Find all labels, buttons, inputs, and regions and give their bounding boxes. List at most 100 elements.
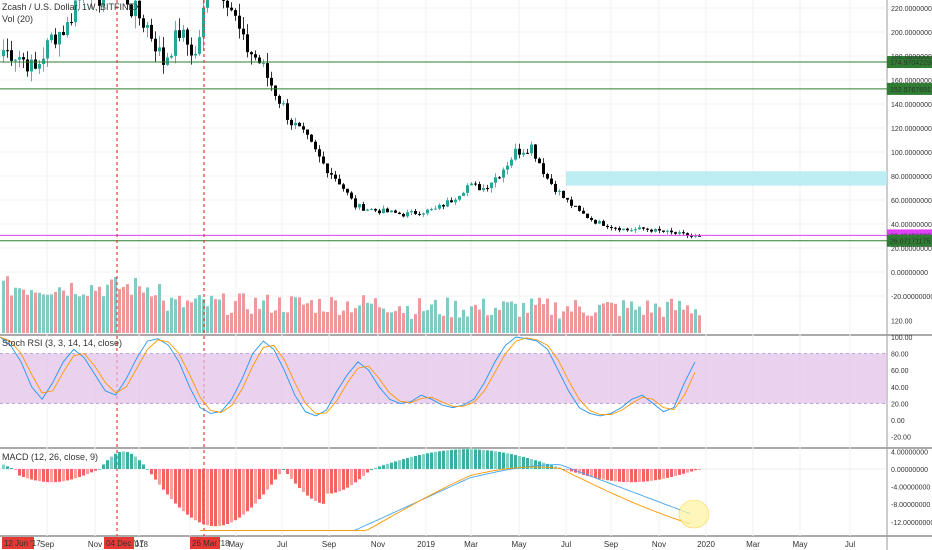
macd-hist-154 bbox=[618, 469, 621, 482]
macd-hist-47 bbox=[190, 469, 193, 518]
volume-bar-59 bbox=[238, 293, 241, 333]
stoch-k-line bbox=[0, 336, 696, 417]
volume-bar-135 bbox=[542, 304, 545, 333]
candle-body-103 bbox=[414, 211, 417, 214]
candle-body-7 bbox=[30, 59, 33, 72]
candle-body-115 bbox=[462, 192, 465, 196]
macd-hist-161 bbox=[646, 469, 649, 482]
macd-hist-109 bbox=[438, 451, 441, 469]
candle-body-42 bbox=[170, 55, 173, 58]
macd-hist-73 bbox=[294, 469, 297, 484]
macd-hist-169 bbox=[678, 469, 681, 475]
volume-bar-110 bbox=[442, 315, 445, 333]
candle-body-173 bbox=[694, 235, 697, 237]
volume-bar-92 bbox=[370, 303, 373, 333]
macd-hist-99 bbox=[398, 460, 401, 469]
macd-hist-48 bbox=[194, 469, 197, 521]
macd-hist-6 bbox=[26, 469, 29, 479]
candle-body-45 bbox=[182, 29, 185, 38]
macd-hist-93 bbox=[374, 467, 377, 469]
candle-body-76 bbox=[306, 129, 309, 135]
volume-bar-153 bbox=[614, 303, 617, 333]
candle-body-18 bbox=[74, 0, 77, 23]
volume-bar-6 bbox=[26, 294, 29, 333]
stoch-d-line bbox=[0, 336, 696, 416]
macd-tick-2: -4.00000000 bbox=[891, 485, 930, 492]
macd-hist-102 bbox=[410, 456, 413, 469]
volume-bar-34 bbox=[138, 286, 141, 333]
volume-bar-133 bbox=[534, 304, 537, 333]
macd-hist-60 bbox=[242, 469, 245, 515]
instrument-title: Zcash / U.S. Dollar, 1W, BITFINEX bbox=[2, 2, 141, 12]
volume-bar-23 bbox=[94, 290, 97, 333]
candle-body-94 bbox=[378, 210, 381, 214]
candle-body-109 bbox=[438, 204, 441, 209]
candle-body-1 bbox=[6, 50, 9, 52]
macd-hist-1 bbox=[6, 466, 9, 469]
time-tick-6: Nov bbox=[371, 540, 385, 549]
macd-hist-111 bbox=[446, 450, 449, 469]
time-tick-12: Nov bbox=[652, 540, 666, 549]
volume-bar-136 bbox=[546, 298, 549, 333]
volume-bar-157 bbox=[630, 301, 633, 333]
macd-hist-39 bbox=[158, 469, 161, 485]
candle-body-172 bbox=[690, 235, 693, 237]
macd-hist-18 bbox=[74, 469, 77, 479]
volume-bar-15 bbox=[62, 290, 65, 333]
volume-bar-64 bbox=[258, 308, 261, 333]
volume-bar-145 bbox=[582, 312, 585, 333]
volume-bar-151 bbox=[606, 302, 609, 333]
candle-body-129 bbox=[518, 148, 521, 155]
volume-bar-3 bbox=[14, 287, 17, 333]
volume-bar-41 bbox=[166, 310, 169, 333]
macd-hist-32 bbox=[130, 453, 133, 469]
macd-hist-98 bbox=[394, 461, 397, 469]
candle-body-131 bbox=[526, 152, 529, 154]
candle-body-121 bbox=[486, 188, 489, 190]
volume-bar-108 bbox=[434, 299, 437, 333]
volume-bar-87 bbox=[350, 312, 353, 333]
macd-hist-90 bbox=[362, 469, 365, 476]
volume-bar-115 bbox=[462, 309, 465, 333]
volume-bar-166 bbox=[666, 301, 669, 333]
macd-hist-17 bbox=[70, 469, 73, 480]
macd-hist-119 bbox=[478, 449, 481, 469]
volume-bar-117 bbox=[470, 306, 473, 333]
stoch-rsi-label: Stoch RSI (3, 3, 14, 14, close) bbox=[2, 338, 123, 348]
macd-hist-52 bbox=[210, 469, 213, 526]
macd-hist-0 bbox=[2, 464, 5, 469]
candle-body-139 bbox=[558, 190, 561, 192]
candle-body-107 bbox=[430, 209, 433, 211]
volume-bar-134 bbox=[538, 297, 541, 333]
macd-hist-124 bbox=[498, 451, 501, 469]
volume-bar-30 bbox=[122, 286, 125, 333]
level-tag-0 bbox=[887, 56, 932, 69]
date-flag-bg-1 bbox=[104, 537, 134, 549]
macd-hist-153 bbox=[614, 469, 617, 482]
volume-bar-13 bbox=[54, 291, 57, 333]
time-tick-4: Jul bbox=[277, 540, 287, 549]
macd-hist-14 bbox=[58, 469, 61, 482]
macd-hist-118 bbox=[474, 449, 477, 469]
volume-bar-0 bbox=[2, 280, 5, 333]
volume-bar-44 bbox=[178, 295, 181, 333]
macd-hist-25 bbox=[102, 464, 105, 469]
price-tick-1: 200.00000000 bbox=[891, 30, 932, 37]
candle-body-127 bbox=[510, 159, 513, 166]
macd-hist-129 bbox=[518, 455, 521, 469]
candle-body-38 bbox=[154, 38, 157, 52]
candle-body-130 bbox=[522, 152, 525, 155]
rsi-tick-2: 80.00 bbox=[891, 352, 909, 359]
volume-bar-93 bbox=[374, 298, 377, 333]
volume-bar-39 bbox=[158, 283, 161, 333]
volume-bar-61 bbox=[246, 309, 249, 333]
volume-bar-128 bbox=[514, 303, 517, 333]
macd-hist-145 bbox=[582, 469, 585, 475]
macd-hist-148 bbox=[594, 469, 597, 478]
rsi-tick-6: 0.00 bbox=[891, 418, 905, 425]
time-tick-9: May bbox=[511, 540, 526, 549]
macd-hist-166 bbox=[666, 469, 669, 478]
volume-bar-168 bbox=[674, 310, 677, 333]
macd-hist-58 bbox=[234, 469, 237, 521]
